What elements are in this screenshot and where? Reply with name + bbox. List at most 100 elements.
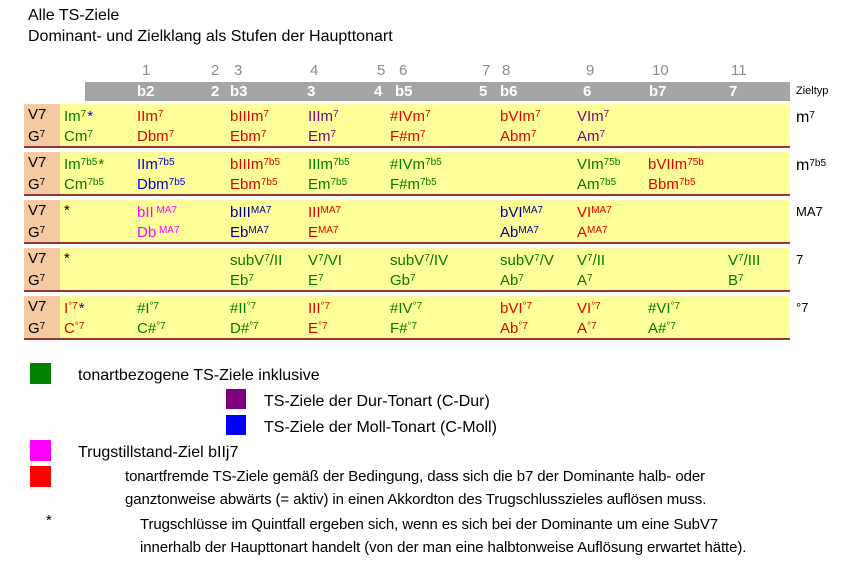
- chord-line: EbMA7: [230, 221, 271, 241]
- superscript: 7: [39, 177, 46, 188]
- superscript: MA7: [248, 225, 269, 236]
- chord-text: G: [28, 272, 40, 289]
- zieltyp-column-header: Zieltyp: [796, 85, 829, 97]
- chord-text: A: [577, 272, 588, 289]
- chord-line: Eb7: [230, 269, 282, 289]
- roman-line: *: [64, 249, 70, 269]
- chord-text: bVIIm: [648, 156, 688, 173]
- chord-text: bVI: [500, 204, 523, 221]
- chord-cell: subV7/II Eb7: [230, 249, 282, 289]
- chord-text: III: [308, 204, 321, 221]
- legend-swatch-major-key-targets: [226, 389, 246, 409]
- superscript: 7b5: [599, 177, 617, 188]
- superscript: 7: [248, 273, 254, 284]
- chord-text: G: [28, 128, 40, 145]
- chord-cell: IIm7 Dbm7: [137, 105, 174, 145]
- chord-text: A: [577, 224, 588, 241]
- zieltyp-value: °7: [796, 298, 808, 317]
- roman-line: subV7/IV: [390, 249, 448, 269]
- superscript: °7: [518, 321, 528, 332]
- superscript: 75b: [603, 157, 621, 168]
- superscript: 7b5: [87, 177, 105, 188]
- superscript: MA7: [250, 205, 272, 216]
- chord-cell: IIIm7 Em7: [308, 105, 339, 145]
- chord-text: G: [28, 224, 40, 241]
- chord-cell: #IV°7 F#°7: [390, 297, 422, 337]
- chord-text: #VI: [648, 300, 671, 317]
- chord-text: A#: [648, 320, 667, 337]
- superscript: 7: [157, 109, 164, 120]
- superscript: 7b5: [168, 177, 186, 188]
- superscript: 7: [809, 110, 815, 121]
- chord-line: A7: [577, 269, 605, 289]
- legend-text-key-related-targets: tonartbezogene TS-Ziele inklusive: [78, 367, 320, 384]
- chord-text: I: [64, 300, 69, 317]
- legend-text-line: tonartfremde TS-Ziele gemäß der Bedingun…: [125, 468, 705, 485]
- footnote-marker: *: [46, 512, 52, 529]
- row-band: [60, 248, 790, 290]
- dominant-label-cell: V7 G7: [24, 104, 60, 146]
- chord-text: subV: [500, 252, 535, 269]
- superscript: 7b5: [157, 157, 175, 168]
- zieltyp-value: m7: [796, 106, 815, 127]
- chord-line: E7: [308, 269, 342, 289]
- chord-line: AMA7: [577, 221, 612, 241]
- roman-line: V7/II: [577, 249, 605, 269]
- roman-line: bVIIm75b: [648, 153, 704, 173]
- table-row: V7 G7: [24, 296, 790, 340]
- roman-line: bIIIm7b5: [230, 153, 280, 173]
- chord-text: bII: [137, 204, 154, 221]
- roman-line: IIIMA7: [308, 201, 341, 221]
- chord-text: Abm: [500, 128, 531, 145]
- chord-line: Ab°7: [500, 317, 532, 337]
- column-number: 5: [377, 62, 386, 79]
- row-band: [60, 104, 790, 146]
- chord-text: F#m: [390, 176, 420, 193]
- chord-text: IIIm: [308, 108, 333, 125]
- chord-line: F#m7b5: [390, 173, 442, 193]
- superscript: 7: [738, 253, 744, 264]
- dominant-label-cell: V7 G7: [24, 296, 60, 338]
- chord-cell: VI°7 A°7: [577, 297, 601, 337]
- chord-line: Ebm7b5: [230, 173, 280, 193]
- chord-text: Im: [64, 108, 81, 125]
- chord-line: Am7b5: [577, 173, 620, 193]
- chord-cell: #II°7 D#°7: [230, 297, 259, 337]
- chord-text: /VI: [323, 252, 342, 269]
- chord-cell: #I°7 C#°7: [137, 297, 166, 337]
- zieltyp-value: m7b5: [796, 154, 826, 175]
- superscript: 7: [87, 129, 93, 140]
- column-number: 8: [502, 62, 511, 79]
- roman-line: bIIIMA7: [230, 201, 271, 221]
- superscript: 7: [599, 129, 606, 140]
- interval-label: 2: [211, 83, 220, 100]
- roman-line: bVIm7: [500, 105, 541, 125]
- chord-text: Ab: [500, 272, 519, 289]
- chord-text: Am: [577, 128, 600, 145]
- interval-header-band: b2 2 b3 3 4 b5 5 b6 6 b7 7: [85, 82, 790, 101]
- chord-text: bVI: [500, 300, 523, 317]
- chord-text: VIm: [577, 156, 604, 173]
- chord-line: C#°7: [137, 317, 166, 337]
- chord-text: Ab: [500, 320, 519, 337]
- chord-cell: IIIMA7 EMA7: [308, 201, 341, 241]
- chord-line: Dbm7b5: [137, 173, 185, 193]
- superscript: °7: [156, 321, 166, 332]
- chord-cell: VIm7 Am7: [577, 105, 609, 145]
- interval-label: 7: [729, 83, 738, 100]
- interval-label: b7: [649, 83, 667, 100]
- column-number: 4: [310, 62, 319, 79]
- chord-text: Cm: [64, 128, 88, 145]
- chord-line: Em7b5: [308, 173, 350, 193]
- chord-text: Am: [577, 176, 600, 193]
- superscript: 7: [420, 129, 426, 140]
- column-number: 1: [142, 62, 151, 79]
- superscript: °7: [149, 301, 160, 312]
- superscript: 7b5: [809, 158, 827, 169]
- superscript: °7: [670, 301, 681, 312]
- roman-line: VIMA7: [577, 201, 612, 221]
- legend-text-major-key-targets: TS-Ziele der Dur-Tonart (C-Dur): [264, 393, 490, 410]
- chord-line: F#°7: [390, 317, 422, 337]
- chord-cell: III°7 E°7: [308, 297, 330, 337]
- dominant-chord: G7: [28, 317, 45, 339]
